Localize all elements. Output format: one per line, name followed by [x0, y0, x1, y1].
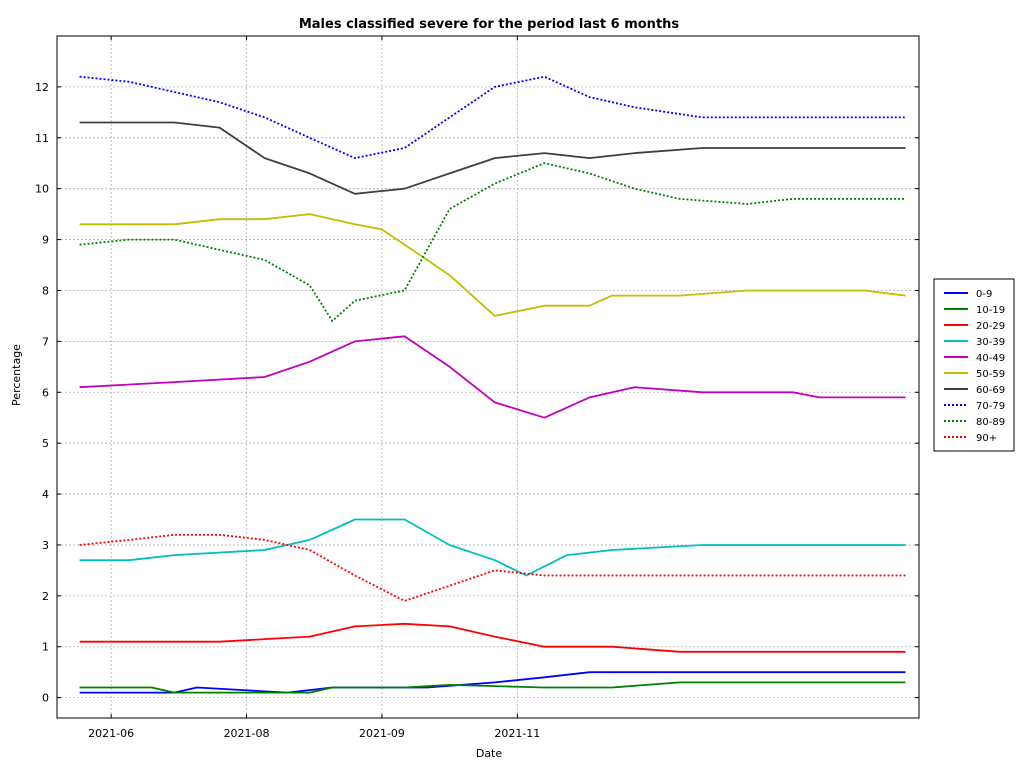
series-line-80-89 [79, 162, 906, 322]
y-tick-label: 2 [42, 590, 49, 603]
legend-entry: 80-89 [976, 417, 1005, 428]
x-tick-label: 2021-09 [359, 727, 405, 740]
legend-entry: 30-39 [976, 337, 1005, 348]
series-line-90+ [79, 533, 906, 602]
series-line-40-49 [79, 335, 906, 419]
chart-title: Males classified severe for the period l… [299, 17, 680, 32]
y-tick-label: 12 [35, 81, 49, 94]
y-tick-label: 0 [42, 692, 49, 705]
series-line-10-19 [79, 681, 906, 694]
y-axis-label: Percentage [10, 344, 23, 406]
legend-entry: 10-19 [976, 305, 1005, 316]
series-line-30-39 [79, 518, 906, 577]
legend-entry: 70-79 [976, 401, 1005, 412]
x-tick-label: 2021-11 [494, 727, 540, 740]
series-line-60-69 [79, 121, 906, 195]
legend-box [933, 278, 1015, 452]
legend-entry: 20-29 [976, 321, 1005, 332]
grid-lines [57, 36, 919, 718]
y-tick-label: 9 [42, 234, 49, 247]
series-line-50-59 [79, 213, 906, 317]
plot-area [56, 35, 920, 719]
legend-entry: 50-59 [976, 369, 1005, 380]
x-tick-label: 2021-06 [88, 727, 134, 740]
legend-entry: 0-9 [976, 289, 992, 300]
legend: 0-9 10-19 20-29 30-39 40-49 50-59 60-69 70-79 80… [933, 278, 1015, 452]
series-line-70-79 [79, 75, 906, 160]
legend-entry: 40-49 [976, 353, 1005, 364]
y-tick-label: 1 [42, 641, 49, 654]
y-tick-label: 11 [35, 132, 49, 145]
series-lines [79, 75, 906, 694]
y-tick-label: 4 [42, 488, 49, 501]
series-line-20-29 [79, 622, 906, 653]
x-tick-label: 2021-08 [224, 727, 270, 740]
y-tick-label: 3 [42, 539, 49, 552]
legend-entry: 90+ [976, 433, 997, 444]
y-tick-label: 8 [42, 284, 49, 297]
y-tick-label: 6 [42, 386, 49, 399]
y-tick-label: 7 [42, 335, 49, 348]
legend-entry: 60-69 [976, 385, 1005, 396]
y-tick-label: 10 [35, 183, 49, 196]
y-tick-label: 5 [42, 437, 49, 450]
x-axis-label: Date [476, 747, 503, 760]
